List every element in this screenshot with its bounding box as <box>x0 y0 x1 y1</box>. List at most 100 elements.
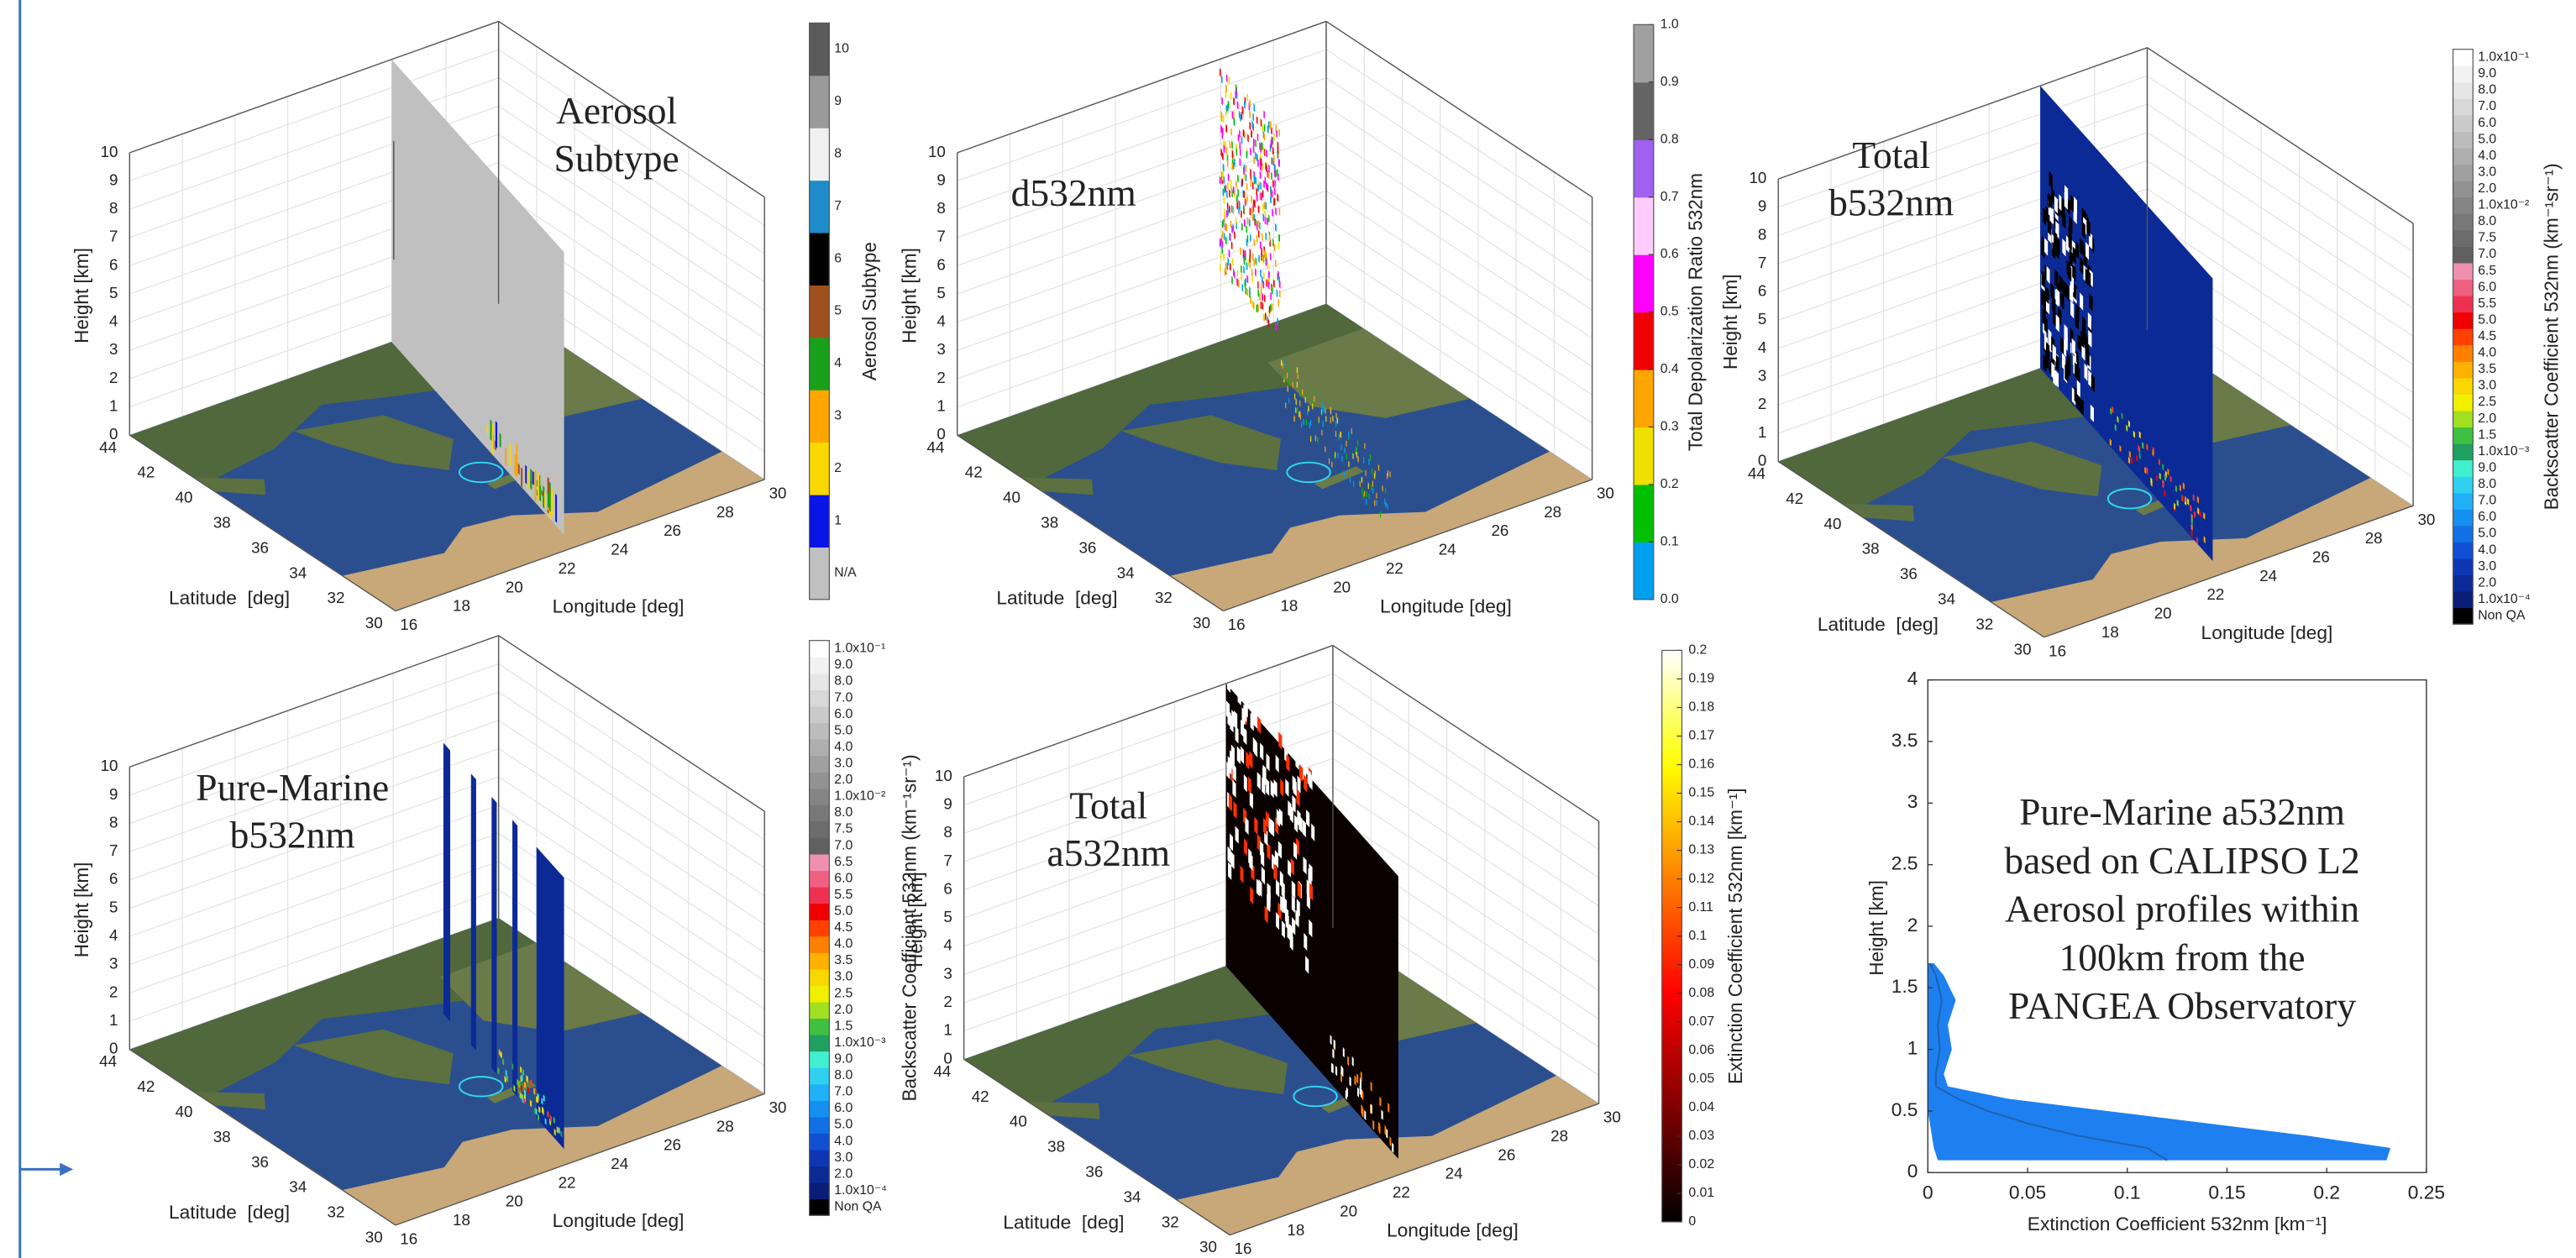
curtain-cell <box>1359 480 1361 488</box>
curtain-cell <box>519 1091 522 1099</box>
curtain-cell <box>1236 101 1239 110</box>
curtain-cell <box>1248 218 1251 228</box>
colorbar-tick-label: 8.0 <box>834 1068 853 1082</box>
curtain-cell <box>1298 763 1304 783</box>
curtain-cell <box>1221 131 1224 140</box>
curtain-cell <box>1330 417 1331 424</box>
curtain-cell <box>2190 516 2193 525</box>
colorbar-tick-label: 0.1 <box>1660 535 1679 549</box>
colorbar-segment <box>809 1149 830 1167</box>
curtain-cell <box>2081 221 2085 239</box>
x-tick-label: 28 <box>1544 503 1561 521</box>
y-tick-label: 34 <box>1124 1187 1141 1205</box>
curtain-cell <box>1246 150 1248 160</box>
curtain-cell <box>530 1099 532 1108</box>
curtain-cell <box>1263 249 1266 259</box>
curtain-cell <box>1241 135 1243 145</box>
land <box>1176 1075 1599 1235</box>
x-tick-label: 24 <box>1439 541 1456 558</box>
z-tick-label: 8 <box>936 199 945 217</box>
curtain-cell <box>1244 249 1246 259</box>
curtain-cell <box>1236 269 1239 278</box>
colorbar-segment <box>809 1100 830 1118</box>
curtain-cell <box>1241 283 1244 292</box>
colorbar-segment <box>1634 484 1654 543</box>
curtain-cell <box>1262 312 1265 322</box>
colorbar-tick-label: 4.0 <box>2478 346 2496 360</box>
curtain-cell <box>1225 74 1228 83</box>
curtain-cell <box>1261 247 1263 256</box>
curtain-cell <box>1251 129 1252 139</box>
curtain-cell <box>2084 363 2088 381</box>
curtain-cell <box>1296 789 1300 807</box>
land <box>1120 415 1281 470</box>
curtain-cell <box>1340 1065 1343 1076</box>
curtain-cell <box>1227 100 1230 109</box>
curtain-cell <box>1252 138 1255 147</box>
curtain-cell <box>1254 816 1258 836</box>
colorbar-segment <box>1634 542 1654 600</box>
y-tick-label: 44 <box>99 438 117 456</box>
curtain-cell <box>1278 280 1281 289</box>
curtain-cell <box>2073 282 2077 301</box>
curtain-cell <box>516 443 518 479</box>
curtain-cell <box>533 1107 536 1115</box>
curtain-cell <box>527 469 529 490</box>
curtain-cell <box>2041 270 2045 289</box>
panel-title: d532nm <box>1011 172 1136 214</box>
curtain-cell <box>1240 865 1244 883</box>
z-tick-label: 1 <box>936 397 945 415</box>
curtain-cell <box>2199 510 2201 518</box>
curtain-cell <box>1335 420 1337 427</box>
z-tick-label: 1 <box>109 397 118 415</box>
colorbar-segment <box>2453 410 2474 428</box>
curtain-cell <box>2085 242 2090 260</box>
curtain-cell <box>1263 201 1266 210</box>
axis-edge <box>1230 1103 1599 1236</box>
curtain-cell <box>1256 222 1258 231</box>
colorbar-tick-label: 6.0 <box>2478 116 2496 130</box>
curtain-cell <box>537 1095 539 1103</box>
x-tick-label: 30 <box>2417 511 2435 528</box>
curtain-cell <box>1322 420 1324 427</box>
annotation: Aerosol profiles within <box>2005 888 2359 930</box>
colorbar-segment <box>809 390 830 443</box>
curtain-cell <box>1264 216 1267 225</box>
curtain-cell <box>1275 169 1277 178</box>
colorbar-tick-label: 8.0 <box>834 674 853 689</box>
z-tick-label: 9 <box>109 171 118 189</box>
axis-edge <box>963 644 1334 778</box>
land <box>293 1029 454 1085</box>
curtain-cell <box>1275 754 1279 773</box>
curtain-cell <box>1263 180 1265 189</box>
z-tick-label: 8 <box>943 823 952 841</box>
y-axis-label: Latitude [deg] <box>169 1202 290 1223</box>
x-axis-label: Longitude [deg] <box>553 596 685 617</box>
colorbar-tick-label: 8.0 <box>2478 214 2496 228</box>
x-tick-label: 16 <box>2049 642 2066 659</box>
curtain-cell <box>1359 1085 1361 1096</box>
colorbar-segment <box>809 1116 830 1134</box>
axis-edge <box>498 635 765 812</box>
z-tick-label: 1 <box>109 1011 118 1029</box>
curtain-cell <box>2089 293 2093 312</box>
curtain-cell <box>1231 161 1234 171</box>
colorbar-segment <box>2453 344 2474 362</box>
curtain-cell <box>520 1066 522 1074</box>
curtain-cell <box>534 1087 537 1095</box>
curtain-cell <box>1333 1039 1335 1050</box>
colorbar-tick-label: 0.9 <box>1660 75 1679 89</box>
curtain-cell <box>2060 336 2064 354</box>
curtain-cell <box>1230 204 1233 214</box>
curtain-cell <box>1253 258 1255 267</box>
curtain-cell <box>1257 772 1261 790</box>
curtain-cell <box>1225 209 1228 218</box>
curtain-cell <box>1241 719 1245 738</box>
curtain-cell <box>1340 1072 1343 1083</box>
curtain-cell <box>1252 113 1254 122</box>
curtain-cell <box>1251 274 1254 284</box>
x-tick-label: 18 <box>453 1211 470 1229</box>
x-tick-label: 16 <box>400 616 417 633</box>
colorbar-tick-label: 3.0 <box>834 1151 853 1165</box>
colorbar-tick-label: 0.06 <box>1688 1043 1714 1057</box>
